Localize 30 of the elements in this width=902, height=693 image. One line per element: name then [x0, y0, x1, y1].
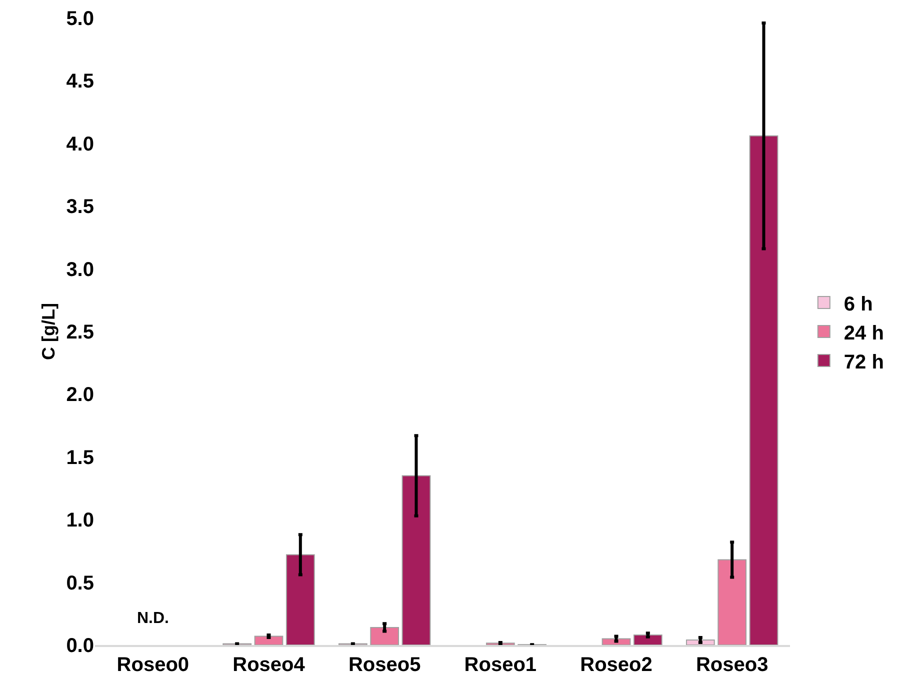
y-tick-label: 5.0 — [66, 8, 94, 30]
bar — [718, 559, 747, 645]
y-tick-label: 3.0 — [66, 258, 94, 281]
y-tick-label: 3.5 — [66, 196, 94, 218]
bar — [370, 626, 400, 645]
bar — [602, 638, 631, 645]
y-tick-label: 0.5 — [66, 572, 94, 594]
x-tick-label: Roseo4 — [232, 654, 306, 676]
y-tick-label: 2.0 — [66, 384, 94, 406]
annotation: N.D. — [137, 610, 169, 627]
y-tick-label: 2.5 — [66, 322, 94, 344]
bar — [633, 634, 662, 645]
legend-label: 6 h — [844, 293, 873, 316]
y-axis-title: C [g/L] — [38, 303, 58, 360]
bar — [749, 135, 778, 645]
x-tick-label: Roseo2 — [580, 654, 652, 676]
x-tick-label: Roseo0 — [116, 654, 190, 676]
legend-label: 72 h — [844, 351, 884, 374]
x-tick-label: Roseo3 — [696, 654, 768, 676]
legend-label: 24 h — [844, 322, 884, 344]
bar — [254, 636, 284, 645]
y-tick-label: 1.5 — [66, 446, 94, 469]
y-tick-label: 0.0 — [66, 635, 94, 657]
y-tick-label: 1.0 — [66, 510, 94, 532]
y-tick-label: 4.0 — [66, 133, 94, 156]
bar — [286, 554, 315, 645]
x-tick-label: Roseo1 — [464, 654, 537, 676]
bar — [402, 475, 431, 645]
y-tick-label: 4.5 — [66, 70, 94, 93]
x-tick-label: Roseo5 — [348, 654, 421, 676]
